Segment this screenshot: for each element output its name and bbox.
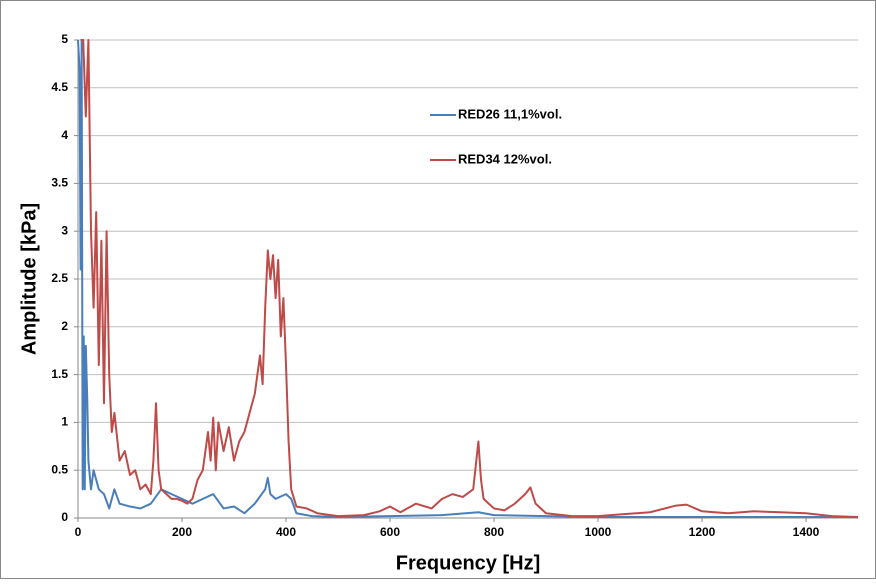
y-axis-title: Amplitude [kPa] — [18, 203, 40, 355]
y-tick-label: 2 — [61, 319, 68, 333]
y-tick-label: 3.5 — [51, 176, 68, 190]
legend-label: RED26 11,1%vol. — [458, 106, 562, 121]
x-tick-label: 200 — [172, 525, 192, 539]
x-axis-title: Frequency [Hz] — [396, 552, 540, 574]
y-tick-label: 0.5 — [51, 462, 68, 476]
x-tick-label: 600 — [380, 525, 400, 539]
legend-label: RED34 12%vol. — [458, 151, 552, 166]
x-tick-label: 1200 — [689, 525, 716, 539]
x-tick-label: 1000 — [585, 525, 612, 539]
y-tick-label: 4 — [61, 128, 68, 142]
y-tick-label: 2.5 — [51, 271, 68, 285]
y-tick-label: 5 — [61, 32, 68, 46]
data-line — [80, 39, 859, 519]
x-tick-label: 0 — [75, 525, 82, 539]
y-tick-label: 1 — [61, 415, 68, 429]
data-line — [77, 39, 858, 519]
x-tick-label: 800 — [484, 525, 504, 539]
y-tick-label: 4.5 — [51, 80, 68, 94]
y-tick-label: 0 — [61, 510, 68, 524]
x-tick-label: 1400 — [793, 525, 820, 539]
y-tick-label: 1.5 — [51, 367, 68, 381]
x-tick-label: 400 — [276, 525, 296, 539]
y-tick-label: 3 — [61, 223, 68, 237]
